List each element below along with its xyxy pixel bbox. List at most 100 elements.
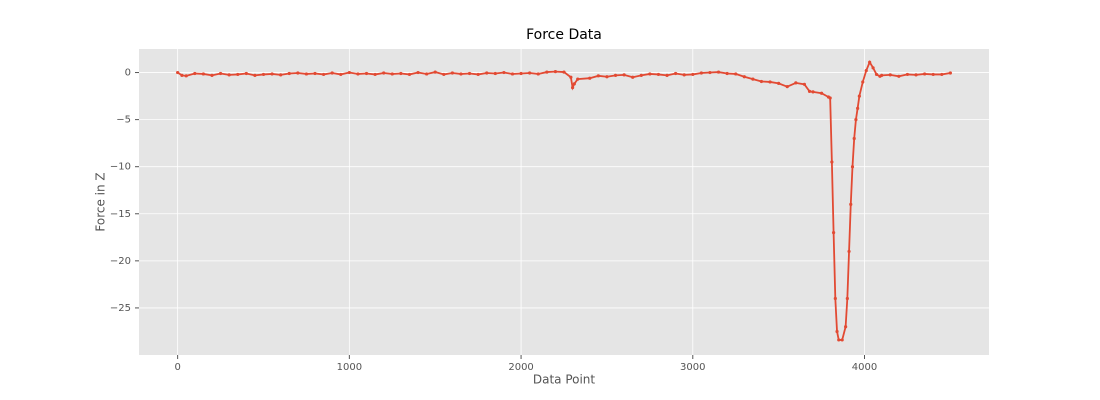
data-point xyxy=(850,165,855,169)
data-point xyxy=(759,79,764,84)
data-point xyxy=(184,74,188,78)
data-point xyxy=(201,72,205,76)
y-axis-label: Force in Z xyxy=(94,172,108,231)
data-point xyxy=(837,338,841,342)
data-point xyxy=(751,77,755,81)
data-point xyxy=(914,73,918,77)
data-point xyxy=(253,73,257,77)
data-point xyxy=(502,70,506,75)
data-point xyxy=(835,329,839,334)
data-point xyxy=(576,77,580,81)
y-tick-label: −5 xyxy=(116,115,131,126)
data-point xyxy=(261,72,266,77)
data-point xyxy=(364,71,369,76)
data-point xyxy=(562,70,566,74)
data-point xyxy=(691,72,695,77)
plot-area xyxy=(139,49,989,355)
data-point xyxy=(536,72,540,76)
data-point xyxy=(656,72,661,77)
data-point xyxy=(948,71,952,75)
data-point xyxy=(857,94,861,98)
x-tick-label: 3000 xyxy=(680,362,705,373)
x-tick-label: 1000 xyxy=(337,362,362,373)
data-point xyxy=(897,74,901,78)
data-point xyxy=(905,72,910,77)
x-axis-label: Data Point xyxy=(533,373,596,387)
data-point xyxy=(940,72,944,77)
data-point xyxy=(569,75,573,79)
data-point xyxy=(871,66,875,70)
y-tick-label: 0 xyxy=(125,68,131,79)
data-point xyxy=(476,72,480,77)
data-point xyxy=(802,82,807,86)
data-point xyxy=(270,72,274,76)
data-point xyxy=(849,202,853,206)
data-point xyxy=(923,72,927,76)
data-point xyxy=(330,71,334,75)
data-point xyxy=(880,73,884,77)
data-line xyxy=(177,60,951,341)
data-point xyxy=(828,96,832,100)
data-point xyxy=(304,72,309,76)
data-point xyxy=(244,71,248,76)
y-tick-label: −10 xyxy=(110,162,131,173)
data-point xyxy=(674,71,678,76)
data-point xyxy=(176,70,180,75)
data-point xyxy=(844,325,848,329)
data-point xyxy=(193,71,197,76)
data-point xyxy=(588,76,592,80)
data-point xyxy=(485,71,489,75)
data-point xyxy=(708,70,712,75)
x-tick-label: 0 xyxy=(174,362,180,373)
data-point xyxy=(279,73,283,77)
data-point xyxy=(868,60,872,64)
data-point xyxy=(218,71,223,76)
data-point xyxy=(631,75,635,79)
data-point xyxy=(442,72,446,77)
data-point xyxy=(699,71,703,75)
data-point xyxy=(356,72,360,76)
data-point xyxy=(570,86,575,90)
data-point xyxy=(807,89,812,93)
data-point xyxy=(682,73,686,77)
data-point xyxy=(819,91,824,95)
data-point xyxy=(845,296,849,301)
y-tick-label: −20 xyxy=(110,256,131,267)
data-point xyxy=(840,338,844,342)
data-point xyxy=(373,72,377,77)
data-point xyxy=(742,75,746,79)
data-point xyxy=(553,69,558,74)
data-point xyxy=(313,71,317,76)
data-point xyxy=(425,72,429,76)
data-point xyxy=(510,72,515,76)
data-point xyxy=(861,80,865,84)
data-point xyxy=(613,73,618,77)
x-tick-label: 4000 xyxy=(852,362,877,373)
data-point xyxy=(716,70,721,74)
data-point xyxy=(416,70,420,75)
data-point xyxy=(227,73,231,77)
data-point xyxy=(852,136,856,141)
data-point xyxy=(210,73,214,77)
y-tick-label: −25 xyxy=(110,303,131,314)
data-point xyxy=(236,72,240,77)
data-point xyxy=(180,73,184,77)
data-point xyxy=(339,72,343,77)
data-point xyxy=(596,74,600,78)
data-point xyxy=(296,71,300,75)
data-point xyxy=(287,71,291,76)
data-point xyxy=(734,72,738,76)
data-point xyxy=(864,69,868,73)
data-point xyxy=(856,106,860,110)
data-point xyxy=(794,81,798,85)
data-point xyxy=(777,81,781,85)
data-point xyxy=(648,72,652,76)
data-point xyxy=(433,70,437,74)
data-point xyxy=(888,73,892,77)
data-point xyxy=(390,72,394,76)
data-point xyxy=(572,82,576,86)
data-point xyxy=(459,72,463,76)
data-point xyxy=(639,73,643,77)
data-point xyxy=(605,75,609,79)
